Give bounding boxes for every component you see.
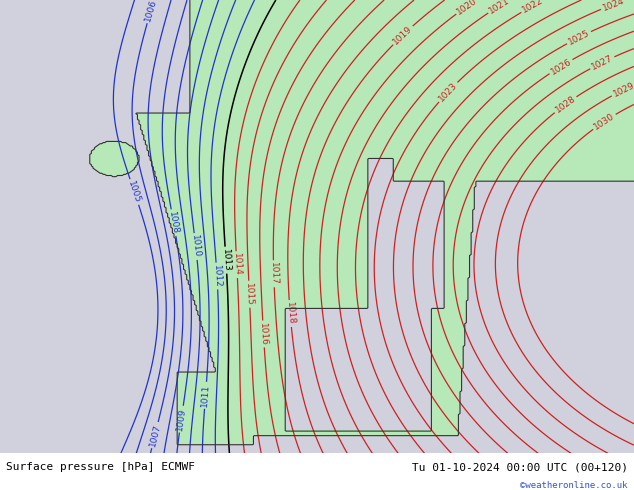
Text: 1014: 1014 [231,253,242,276]
Text: 1012: 1012 [212,264,222,288]
Text: 1023: 1023 [437,80,459,103]
Text: 1008: 1008 [167,211,180,235]
Text: 1028: 1028 [553,94,578,115]
Text: 1007: 1007 [148,423,162,447]
Text: 1010: 1010 [190,235,202,258]
Text: 1017: 1017 [269,262,278,285]
Text: 1024: 1024 [601,0,626,13]
Text: 1025: 1025 [567,28,591,47]
Text: Tu 01-10-2024 00:00 UTC (00+120): Tu 01-10-2024 00:00 UTC (00+120) [411,462,628,472]
Text: 1005: 1005 [126,180,142,204]
Text: 1013: 1013 [221,248,231,272]
Text: 1016: 1016 [258,322,269,346]
Text: 1011: 1011 [200,384,211,407]
Text: 1027: 1027 [590,53,614,72]
Text: 1022: 1022 [521,0,545,15]
Text: 1019: 1019 [391,24,414,47]
Text: 1018: 1018 [285,302,295,325]
Text: 1006: 1006 [143,0,158,23]
Text: 1015: 1015 [244,283,254,306]
Text: 1026: 1026 [549,57,573,76]
Text: ©weatheronline.co.uk: ©weatheronline.co.uk [520,481,628,490]
Text: 1021: 1021 [488,0,512,16]
Text: 1009: 1009 [175,407,188,431]
Text: Surface pressure [hPa] ECMWF: Surface pressure [hPa] ECMWF [6,462,195,472]
Text: 1020: 1020 [455,0,479,16]
Text: 1029: 1029 [611,81,634,99]
Text: 1030: 1030 [592,111,616,132]
